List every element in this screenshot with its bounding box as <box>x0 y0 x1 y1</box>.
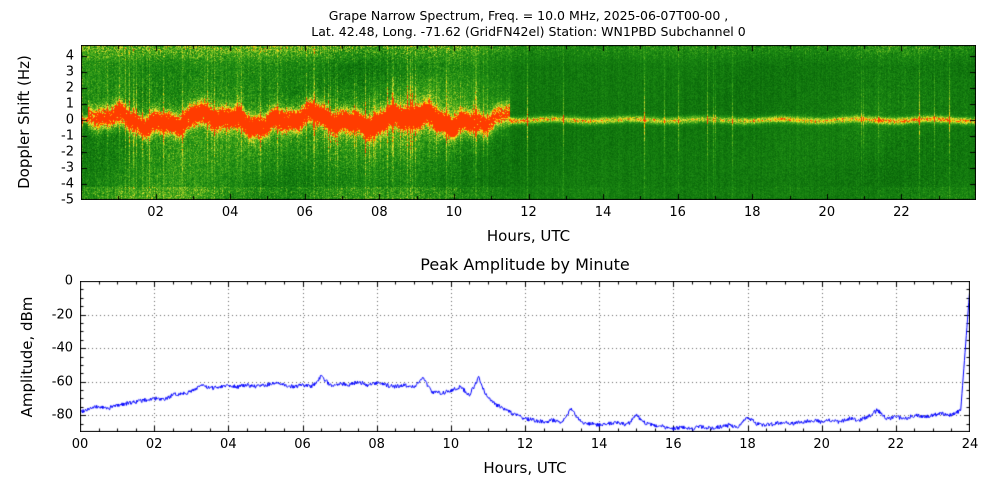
spectrogram-y-tick-label: 2 <box>65 80 74 96</box>
spectrogram-y-tick-label: -4 <box>61 176 74 192</box>
amplitude-x-tick-label: 02 <box>145 437 163 452</box>
spectrogram-y-tick-label: 0 <box>65 112 74 128</box>
amplitude-chart-title: Peak Amplitude by Minute <box>420 255 630 274</box>
spectrogram-x-tick-label: 06 <box>296 205 314 220</box>
spectrogram-title-line1: Grape Narrow Spectrum, Freq. = 10.0 MHz,… <box>328 8 729 23</box>
spectrogram-ylabel: Doppler Shift (Hz) <box>15 55 33 189</box>
amplitude-x-tick-label: 22 <box>887 437 905 452</box>
amplitude-x-tick-label: 08 <box>368 437 385 452</box>
spectrogram-y-tick-label: 1 <box>65 96 74 112</box>
spectrogram-x-tick-label: 12 <box>520 205 537 220</box>
spectrogram-x-tick-label: 20 <box>818 205 836 220</box>
amplitude-x-tick-label: 12 <box>516 437 534 452</box>
spectrogram-y-tick-label: -3 <box>61 160 74 176</box>
spectrogram-x-tick-label: 10 <box>445 205 463 220</box>
amplitude-x-tick-label: 14 <box>590 437 608 452</box>
spectrogram-x-tick-label: 14 <box>594 205 612 220</box>
amplitude-x-tick-label: 06 <box>294 437 311 452</box>
amplitude-chart-canvas <box>80 281 970 432</box>
amplitude-x-tick-label: 18 <box>739 437 756 452</box>
amplitude-x-tick-label: 20 <box>813 437 830 452</box>
spectrogram-y-tick-label: -5 <box>61 192 74 208</box>
spectrogram-x-tick-label: 22 <box>893 205 910 220</box>
amplitude-xlabel: Hours, UTC <box>483 459 567 477</box>
amplitude-x-tick-label: 16 <box>665 437 682 452</box>
amplitude-y-tick-label: -60 <box>51 374 73 390</box>
amplitude-x-tick-label: 10 <box>442 437 460 452</box>
amplitude-y-tick-label: -20 <box>51 307 73 323</box>
spectrogram-canvas <box>81 45 976 200</box>
amplitude-y-tick-label: -80 <box>51 407 73 423</box>
spectrogram-y-tick-label: 4 <box>65 48 74 64</box>
spectrogram-x-tick-label: 08 <box>371 205 388 220</box>
amplitude-y-tick-label: 0 <box>64 273 73 289</box>
spectrogram-y-tick-label: 3 <box>65 64 74 80</box>
spectrogram-x-tick-label: 04 <box>221 205 239 220</box>
amplitude-x-tick-label: 04 <box>220 437 237 452</box>
spectrogram-x-tick-label: 02 <box>147 205 164 220</box>
spectrogram-title-line2: Lat. 42.48, Long. -71.62 (GridFN42el) St… <box>311 24 746 39</box>
spectrogram-y-tick-label: -2 <box>61 144 74 160</box>
amplitude-y-tick-label: -40 <box>51 340 73 356</box>
amplitude-x-tick-label: 24 <box>961 437 979 452</box>
spectrogram-xlabel: Hours, UTC <box>486 227 571 245</box>
amplitude-x-tick-label: 00 <box>71 437 89 452</box>
amplitude-ylabel: Amplitude, dBm <box>18 296 36 418</box>
spectrogram-y-tick-label: -1 <box>61 128 74 144</box>
spectrogram-x-tick-label: 16 <box>669 205 686 220</box>
spectrogram-x-tick-label: 18 <box>743 205 761 220</box>
